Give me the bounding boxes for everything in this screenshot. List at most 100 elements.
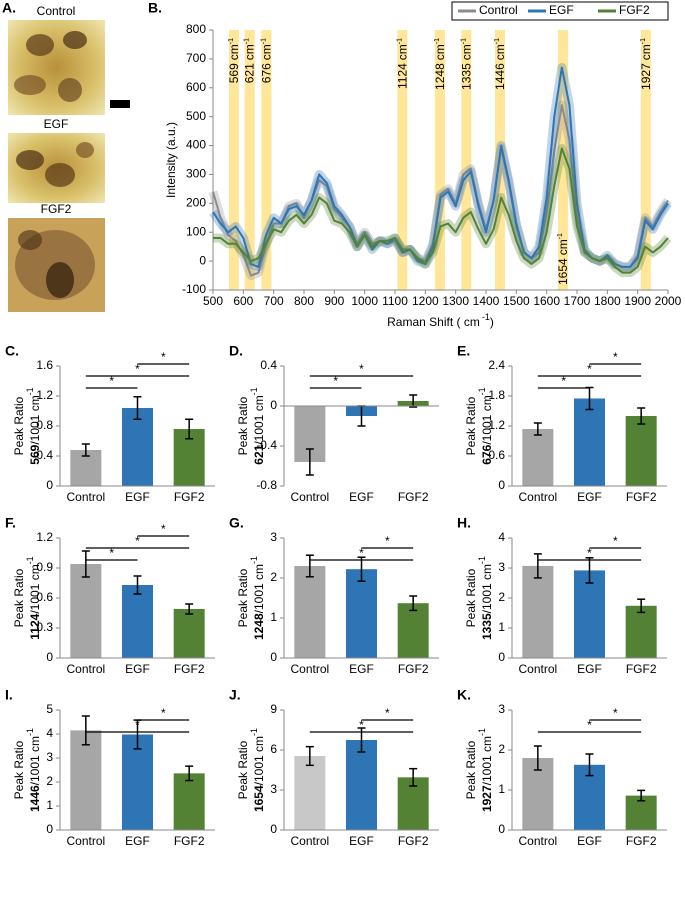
peak-label-value: 1927 [639, 63, 653, 90]
series-line [213, 147, 669, 274]
x-tick-label: FGF2 [398, 834, 429, 848]
peak-label-unit: cm [493, 44, 507, 60]
peak-label-unit: cm [243, 44, 257, 60]
x-tick-label: 900 [324, 294, 344, 308]
y-tick-label: -0.8 [256, 478, 277, 492]
x-tick-label: FGF2 [174, 490, 205, 504]
x-tick-label: EGF [349, 490, 374, 504]
peak-label: 1124 cm-1 [395, 38, 409, 89]
micrograph [8, 20, 130, 115]
panel-letter: I. [5, 687, 13, 703]
x-tick-label: 1600 [533, 294, 560, 308]
peak-label-unit: cm [433, 44, 447, 60]
y-axis-label-unit: /1001 cm [28, 395, 42, 444]
significance-label: * [359, 718, 364, 732]
panel-letter: J. [229, 687, 241, 703]
significance-label: * [161, 706, 166, 720]
significance-label: * [587, 718, 592, 732]
peak-label-exp: -1 [434, 38, 441, 44]
y-tick-label: 100 [186, 224, 206, 238]
bar [574, 570, 605, 658]
peak-label-unit: cm [227, 44, 241, 60]
bar [122, 408, 153, 486]
y-axis-label: 1124/1001 cm-1 [25, 556, 42, 639]
peak-label-value: 1446 [493, 63, 507, 90]
y-tick-label: 0.6 [36, 590, 53, 604]
y-axis-label-unit: /1001 cm [252, 395, 266, 444]
bar [294, 566, 326, 658]
peak-band [244, 30, 255, 290]
y-axis-label-unit: /1001 cm [480, 736, 494, 785]
x-tick-label: Control [66, 662, 105, 676]
micrograph [8, 133, 105, 203]
y-tick-label: 2 [270, 570, 277, 584]
x-tick-label: EGF [125, 662, 150, 676]
x-tick-label: EGF [125, 490, 150, 504]
y-tick-label: 1 [270, 610, 277, 624]
x-tick-label: EGF [577, 834, 602, 848]
peak-band [228, 30, 239, 290]
y-tick-label: 0.4 [260, 358, 277, 372]
y-axis-label-exp: -1 [249, 556, 259, 564]
x-tick-label: Control [66, 834, 105, 848]
peak-label: 676 cm-1 [260, 38, 274, 83]
bar [625, 416, 657, 486]
y-axis-label: 1446/1001 cm-1 [25, 728, 42, 812]
peak-label: 1927 cm-1 [639, 38, 653, 90]
y-tick-label: 0.3 [36, 620, 53, 634]
y-tick-label: 1.8 [488, 388, 505, 402]
significance-label: * [109, 546, 114, 560]
y-axis-label: Peak Ratio [464, 396, 478, 455]
significance-label: * [135, 362, 140, 376]
peak-band [397, 30, 408, 290]
y-axis-label: 1927/1001 cm-1 [477, 728, 494, 812]
panel-letter: K. [457, 687, 471, 703]
y-axis-label: Peak Ratio [236, 568, 250, 627]
x-tick-label: 1100 [382, 294, 408, 308]
y-tick-label: 0 [498, 650, 505, 664]
peak-label-unit: cm [556, 239, 570, 255]
y-axis-label: 676/1001 cm-1 [477, 387, 494, 464]
y-axis-label: Peak Ratio [236, 396, 250, 455]
y-tick-label: 9 [270, 702, 277, 716]
y-axis-label-peak: 1124 [28, 613, 42, 639]
y-axis-label-exp: -1 [477, 728, 487, 736]
peak-label-value: 1248 [433, 63, 447, 90]
y-tick-label: 1.2 [36, 530, 53, 544]
x-tick-label: Control [518, 662, 557, 676]
y-axis-label: Peak Ratio [12, 740, 26, 799]
y-axis-label: 1654/1001 cm-1 [249, 728, 266, 812]
y-axis-label: Peak Ratio [464, 568, 478, 627]
y-tick-label: 0.8 [36, 418, 53, 432]
legend-label: FGF2 [619, 3, 650, 17]
significance-label: * [561, 374, 566, 388]
peak-label-unit: cm [395, 44, 409, 60]
x-tick-label: FGF2 [174, 662, 205, 676]
peak-label-exp: -1 [557, 233, 564, 239]
y-axis-label-peak: 676 [480, 444, 494, 464]
y-tick-label: 0.6 [488, 448, 505, 462]
x-tick-label: FGF2 [626, 834, 657, 848]
legend-label: Control [479, 3, 518, 17]
significance-label: * [161, 350, 166, 364]
micrograph [8, 218, 105, 312]
x-tick-label: Control [66, 490, 105, 504]
bar [346, 569, 377, 658]
x-tick-label: FGF2 [398, 490, 429, 504]
y-tick-label: 1.6 [36, 358, 53, 372]
peak-label-value: 676 [260, 63, 274, 83]
peak-label-unit: cm [459, 44, 473, 60]
x-tick-label: 1000 [351, 294, 378, 308]
peak-label-exp: -1 [244, 38, 251, 44]
y-tick-label: 0 [199, 253, 206, 267]
y-axis-label-exp: -1 [25, 387, 35, 395]
x-tick-label: 800 [294, 294, 314, 308]
y-tick-label: -100 [182, 282, 206, 296]
y-axis-label-peak: 1654 [252, 785, 266, 812]
x-axis-label: Raman Shift ( cm -1) [387, 312, 494, 329]
x-tick-label: FGF2 [626, 662, 657, 676]
y-tick-label: 800 [186, 22, 206, 36]
panel-letter: F. [5, 515, 16, 531]
panel-letter: H. [457, 515, 471, 531]
y-axis-label-peak: 1927 [480, 785, 494, 812]
